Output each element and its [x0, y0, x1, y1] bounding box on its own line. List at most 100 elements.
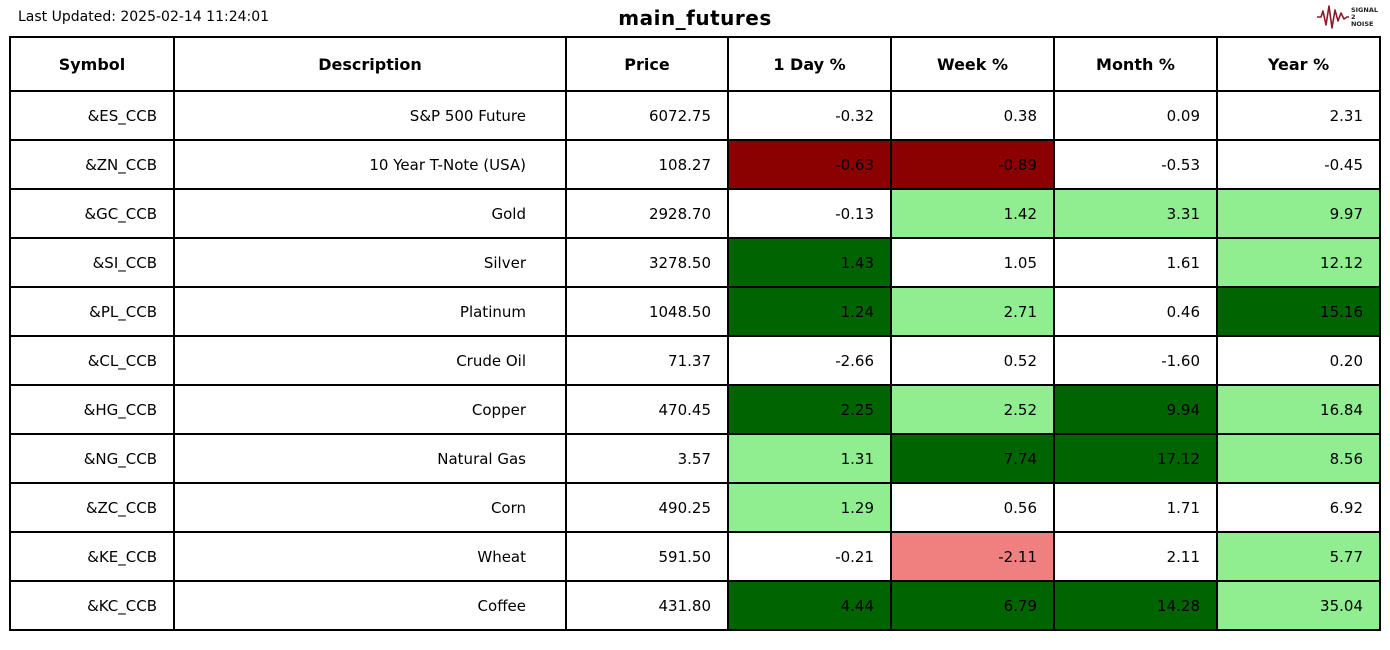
price-cell: 470.45: [565, 384, 729, 435]
pct-cell: 2.71: [890, 286, 1055, 337]
page-title: main_futures: [618, 6, 772, 30]
description-cell: Wheat: [173, 531, 567, 582]
price-cell: 3.57: [565, 433, 729, 484]
price-cell: 591.50: [565, 531, 729, 582]
table-row: &HG_CCB Copper 470.45 2.25 2.52 9.94 16.84: [9, 384, 1381, 435]
table-header-row: Symbol Description Price 1 Day % Week % Month…: [9, 36, 1381, 92]
pct-cell: -2.66: [727, 335, 892, 386]
table-row: &NG_CCB Natural Gas 3.57 1.31 7.74 17.12 8.56: [9, 433, 1381, 484]
pct-cell: 17.12: [1053, 433, 1218, 484]
price-cell: 490.25: [565, 482, 729, 533]
pct-cell: 4.44: [727, 580, 892, 631]
pct-cell: 35.04: [1216, 580, 1381, 631]
pct-cell: 2.52: [890, 384, 1055, 435]
table-row: &KE_CCB Wheat 591.50 -0.21 -2.11 2.11 5.77: [9, 531, 1381, 582]
pct-cell: 9.97: [1216, 188, 1381, 239]
column-header-price: Price: [565, 36, 729, 92]
description-cell: Platinum: [173, 286, 567, 337]
logo-line-1: SIGNAL: [1350, 5, 1378, 14]
pct-cell: 14.28: [1053, 580, 1218, 631]
pct-cell: 1.29: [727, 482, 892, 533]
pct-cell: 1.42: [890, 188, 1055, 239]
description-cell: Crude Oil: [173, 335, 567, 386]
description-cell: Copper: [173, 384, 567, 435]
description-cell: Natural Gas: [173, 433, 567, 484]
table-row: &PL_CCB Platinum 1048.50 1.24 2.71 0.46 15.16: [9, 286, 1381, 337]
symbol-cell: &CL_CCB: [9, 335, 175, 386]
description-cell: 10 Year T-Note (USA): [173, 139, 567, 190]
description-cell: Corn: [173, 482, 567, 533]
waveform-icon: [1316, 5, 1349, 29]
symbol-cell: &ES_CCB: [9, 90, 175, 141]
column-header-month: Month %: [1053, 36, 1218, 92]
pct-cell: 7.74: [890, 433, 1055, 484]
pct-cell: 5.77: [1216, 531, 1381, 582]
price-cell: 431.80: [565, 580, 729, 631]
column-header-1-day: 1 Day %: [727, 36, 892, 92]
pct-cell: 0.56: [890, 482, 1055, 533]
table-row: &ES_CCB S&P 500 Future 6072.75 -0.32 0.38 0.0…: [9, 90, 1381, 141]
futures-table: Symbol Description Price 1 Day % Week % Month…: [9, 36, 1381, 631]
table-row: &ZN_CCB 10 Year T-Note (USA) 108.27 -0.63 -0…: [9, 139, 1381, 190]
symbol-cell: &GC_CCB: [9, 188, 175, 239]
pct-cell: 1.05: [890, 237, 1055, 288]
pct-cell: 15.16: [1216, 286, 1381, 337]
column-header-description: Description: [173, 36, 567, 92]
pct-cell: 2.11: [1053, 531, 1218, 582]
description-cell: Gold: [173, 188, 567, 239]
pct-cell: 1.71: [1053, 482, 1218, 533]
pct-cell: 0.46: [1053, 286, 1218, 337]
column-header-week: Week %: [890, 36, 1055, 92]
price-cell: 3278.50: [565, 237, 729, 288]
price-cell: 108.27: [565, 139, 729, 190]
logo-text: SIGNAL 2 NOISE: [1350, 5, 1378, 28]
pct-cell: -1.60: [1053, 335, 1218, 386]
pct-cell: 2.31: [1216, 90, 1381, 141]
price-cell: 1048.50: [565, 286, 729, 337]
pct-cell: 3.31: [1053, 188, 1218, 239]
column-header-year: Year %: [1216, 36, 1381, 92]
last-updated-label: Last Updated: 2025-02-14 11:24:01: [18, 9, 270, 25]
symbol-cell: &KE_CCB: [9, 531, 175, 582]
pct-cell: -0.63: [727, 139, 892, 190]
signal2noise-logo: SIGNAL 2 NOISE: [1316, 3, 1378, 31]
pct-cell: 0.20: [1216, 335, 1381, 386]
pct-cell: -2.11: [890, 531, 1055, 582]
pct-cell: -0.89: [890, 139, 1055, 190]
pct-cell: 1.31: [727, 433, 892, 484]
pct-cell: 0.09: [1053, 90, 1218, 141]
table-row: &KC_CCB Coffee 431.80 4.44 6.79 14.28 35.04: [9, 580, 1381, 631]
table-row: &GC_CCB Gold 2928.70 -0.13 1.42 3.31 9.97: [9, 188, 1381, 239]
pct-cell: 1.61: [1053, 237, 1218, 288]
symbol-cell: &SI_CCB: [9, 237, 175, 288]
logo-line-3: NOISE: [1350, 19, 1374, 28]
price-cell: 71.37: [565, 335, 729, 386]
symbol-cell: &ZN_CCB: [9, 139, 175, 190]
pct-cell: 0.52: [890, 335, 1055, 386]
symbol-cell: &NG_CCB: [9, 433, 175, 484]
pct-cell: 12.12: [1216, 237, 1381, 288]
pct-cell: -0.21: [727, 531, 892, 582]
table-row: &SI_CCB Silver 3278.50 1.43 1.05 1.61 12.12: [9, 237, 1381, 288]
logo-line-2: 2: [1350, 12, 1356, 21]
description-cell: S&P 500 Future: [173, 90, 567, 141]
pct-cell: 0.38: [890, 90, 1055, 141]
price-cell: 2928.70: [565, 188, 729, 239]
pct-cell: 9.94: [1053, 384, 1218, 435]
symbol-cell: &HG_CCB: [9, 384, 175, 435]
pct-cell: -0.53: [1053, 139, 1218, 190]
table-body: &ES_CCB S&P 500 Future 6072.75 -0.32 0.38 0.0…: [9, 90, 1381, 631]
pct-cell: 8.56: [1216, 433, 1381, 484]
description-cell: Silver: [173, 237, 567, 288]
symbol-cell: &ZC_CCB: [9, 482, 175, 533]
pct-cell: 16.84: [1216, 384, 1381, 435]
symbol-cell: &KC_CCB: [9, 580, 175, 631]
table-row: &CL_CCB Crude Oil 71.37 -2.66 0.52 -1.60 0.20: [9, 335, 1381, 386]
pct-cell: 1.24: [727, 286, 892, 337]
pct-cell: -0.32: [727, 90, 892, 141]
pct-cell: -0.45: [1216, 139, 1381, 190]
price-cell: 6072.75: [565, 90, 729, 141]
description-cell: Coffee: [173, 580, 567, 631]
symbol-cell: &PL_CCB: [9, 286, 175, 337]
column-header-symbol: Symbol: [9, 36, 175, 92]
